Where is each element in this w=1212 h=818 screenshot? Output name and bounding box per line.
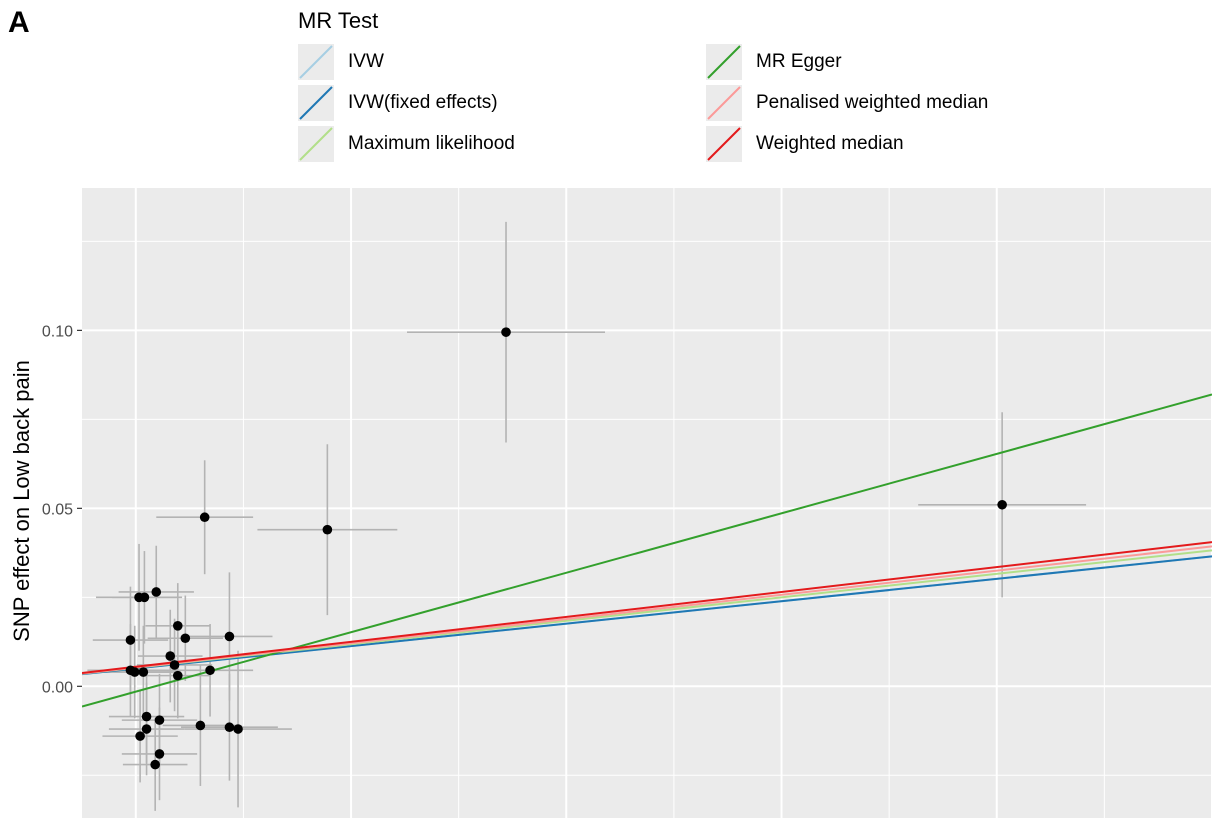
data-point (199, 512, 210, 523)
legend-item: Weighted median (706, 126, 904, 162)
legend-item: MR Egger (706, 44, 842, 80)
data-point (224, 722, 235, 733)
data-point (129, 667, 140, 677)
legend-key (298, 44, 334, 80)
legend: IVW IVW(fixed effects) Maximum likelihood M… (0, 0, 1212, 170)
y-tick-label: 0.00 (42, 679, 73, 696)
data-point (151, 587, 162, 597)
data-point (322, 524, 333, 535)
legend-label: IVW(fixed effects) (348, 92, 498, 113)
regression-lines (82, 393, 1212, 708)
legend-key (298, 85, 334, 121)
data-point (997, 499, 1007, 510)
series-line (82, 393, 1212, 708)
data-point (180, 633, 191, 644)
data-point (154, 715, 165, 725)
data-point (224, 631, 235, 642)
data-point (139, 592, 150, 603)
data-point (205, 665, 215, 676)
legend-label: Penalised weighted median (756, 92, 989, 113)
series-line (82, 541, 1212, 674)
series-line (82, 545, 1212, 675)
data-point (135, 731, 145, 741)
plot-panel (82, 188, 1212, 818)
legend-key (706, 44, 742, 80)
data-point (141, 711, 152, 722)
y-axis: 0.00 0.05 0.10 (42, 323, 82, 696)
data-point (501, 327, 511, 337)
data-point (169, 660, 180, 670)
data-point (172, 620, 183, 631)
data-point (195, 720, 206, 731)
legend-label: MR Egger (756, 51, 842, 72)
legend-label: Maximum likelihood (348, 133, 515, 154)
data-point (138, 667, 149, 677)
legend-item: Penalised weighted median (706, 85, 988, 121)
data-point (125, 635, 136, 645)
legend-key (706, 85, 742, 121)
y-tick-label: 0.05 (42, 501, 73, 518)
legend-label: Weighted median (756, 133, 904, 154)
data-point (150, 759, 160, 770)
data-point (233, 724, 243, 734)
data-point (172, 670, 183, 681)
data-point (141, 724, 152, 734)
legend-label: IVW (348, 51, 384, 72)
legend-key (298, 126, 334, 162)
data-points (125, 327, 1007, 770)
grid (82, 188, 1212, 818)
data-point (154, 749, 165, 759)
legend-title: MR Test (298, 8, 379, 33)
legend-item: Maximum likelihood (298, 126, 515, 162)
y-tick-label: 0.10 (42, 323, 73, 340)
legend-key (706, 126, 742, 162)
legend-item: IVW (298, 44, 384, 80)
panel-label: A (8, 6, 30, 39)
legend-item: IVW(fixed effects) (298, 85, 498, 121)
data-point (165, 651, 176, 661)
